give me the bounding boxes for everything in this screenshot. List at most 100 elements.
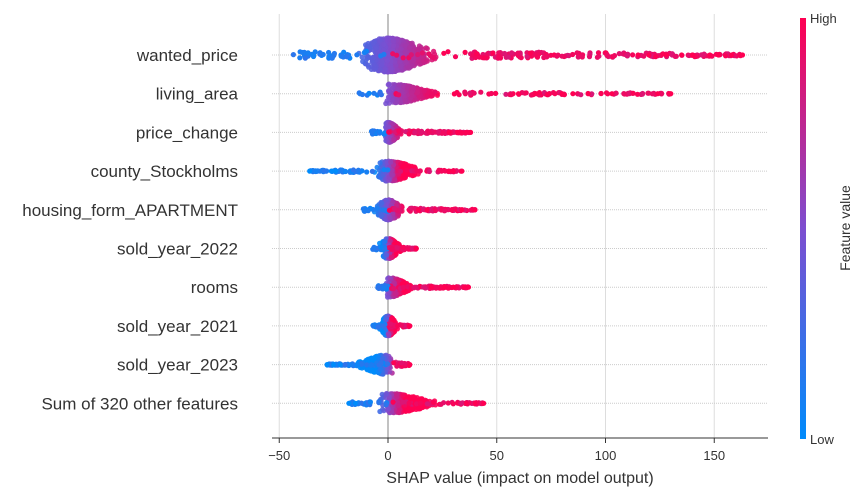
shap-outlier-dot [716, 52, 721, 57]
shap-dot [524, 90, 529, 95]
shap-dot [403, 43, 408, 48]
shap-dot [396, 92, 401, 97]
feature-dot-group [325, 353, 413, 377]
shap-outlier-dot [333, 169, 338, 174]
shap-dot [382, 239, 387, 244]
shap-outlier-dot [646, 52, 651, 57]
shap-dot [402, 49, 407, 54]
shap-dot [390, 86, 395, 91]
shap-dot [358, 91, 363, 96]
shap-dot [478, 90, 483, 95]
shap-dot [409, 90, 414, 95]
shap-dot [378, 245, 383, 250]
shap-dot [372, 67, 377, 72]
shap-dot [625, 53, 630, 58]
shap-dot [297, 55, 302, 60]
shap-dot [673, 54, 678, 59]
shap-dot [641, 54, 646, 59]
shap-outlier-dot [472, 207, 477, 212]
shap-outlier-dot [740, 52, 745, 57]
shap-dot [381, 42, 386, 47]
shap-dot [421, 285, 426, 290]
shap-dot [587, 54, 592, 59]
shap-dot [378, 67, 383, 72]
shap-dot [630, 52, 635, 57]
shap-dot [385, 58, 390, 63]
shap-dot [395, 323, 400, 328]
shap-outlier-dot [442, 285, 447, 290]
shap-dot [318, 50, 323, 55]
shap-dot [306, 50, 311, 55]
shap-outlier-dot [533, 91, 538, 96]
shap-dot [401, 55, 406, 60]
shap-dot [386, 130, 391, 135]
shap-dot [394, 53, 399, 58]
shap-outlier-dot [690, 52, 695, 57]
shap-dot [409, 52, 414, 57]
shap-dot [430, 92, 435, 97]
shap-dot [291, 52, 296, 57]
shap-dot [311, 53, 316, 58]
shap-outlier-dot [636, 52, 641, 57]
shap-dot [489, 91, 494, 96]
shap-outlier-dot [414, 246, 419, 251]
shap-dot [392, 177, 397, 182]
shap-outlier-dot [516, 91, 521, 96]
shap-outlier-dot [451, 285, 456, 290]
shap-dot [371, 91, 376, 96]
shap-dot [399, 63, 404, 68]
shap-dot [395, 245, 400, 250]
shap-dot [344, 54, 349, 59]
shap-dot [391, 39, 396, 44]
shap-dot [389, 255, 394, 260]
shap-dot [364, 169, 369, 174]
shap-dot [595, 55, 600, 60]
shap-dot [406, 66, 411, 71]
shap-dot [412, 130, 417, 135]
shap-dot [377, 91, 382, 96]
shap-dot [410, 41, 415, 46]
shap-dot [490, 50, 495, 55]
shap-outlier-dot [707, 52, 712, 57]
shap-outlier-dot [468, 130, 473, 135]
shap-outlier-dot [307, 169, 312, 174]
shap-outlier-dot [655, 91, 660, 96]
shap-dot [454, 90, 459, 95]
shap-dot [381, 285, 386, 290]
shap-dot [381, 323, 386, 328]
dots-layer [291, 35, 745, 415]
shap-outlier-dot [429, 285, 434, 290]
feature-dot-group [370, 236, 419, 261]
shap-dot [401, 245, 406, 250]
shap-dot [439, 169, 444, 174]
shap-dot [395, 98, 400, 103]
shap-dot [578, 92, 583, 97]
shap-dot [398, 169, 403, 174]
shap-dot [422, 88, 427, 93]
shap-dot [528, 51, 533, 56]
shap-dot [388, 216, 393, 221]
shap-dot [462, 90, 467, 95]
shap-outlier-dot [451, 169, 456, 174]
shap-dot [598, 91, 603, 96]
feature-dot-group [370, 314, 412, 339]
shap-dot [645, 91, 650, 96]
feature-dot-group [369, 120, 473, 145]
shap-dot [370, 128, 375, 133]
shap-dot [389, 247, 394, 252]
shap-dot [330, 55, 335, 60]
shap-dot [509, 50, 514, 55]
shap-dot [404, 168, 409, 173]
shap-dot [622, 91, 627, 96]
shap-dot [472, 91, 477, 96]
shap-dot [541, 55, 546, 60]
shap-dot [367, 91, 372, 96]
shap-dot [482, 55, 487, 60]
shap-dot [436, 129, 441, 134]
shap-dot [617, 51, 622, 56]
shap-dot [449, 207, 454, 212]
shap-outlier-dot [570, 91, 575, 96]
shap-dot [378, 160, 383, 165]
shap-dot [570, 52, 575, 57]
